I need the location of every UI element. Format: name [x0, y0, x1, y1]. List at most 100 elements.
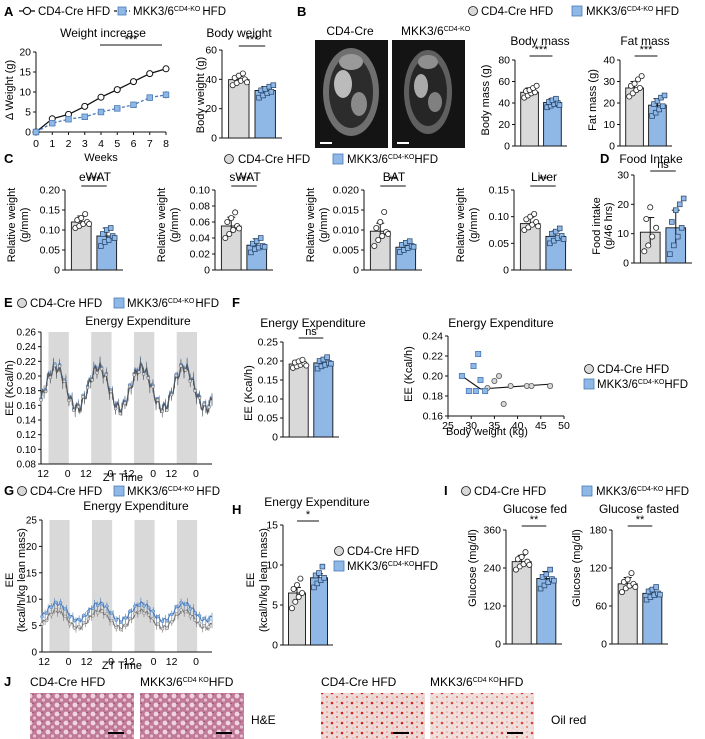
- barC0-point-ko: [111, 235, 118, 241]
- chart-a-xtick-label: 5: [114, 138, 120, 150]
- legend-c-ko-suffix: HFD: [414, 154, 438, 166]
- legend-a-ctrl: CD4-Cre HFD: [38, 6, 110, 18]
- svg-text:MKK3/6CD4-KOHFD: MKK3/6CD4-KOHFD: [596, 486, 689, 498]
- chartG-xtick-label: 12: [81, 656, 93, 668]
- mri-label-ko-sup: CD4-KO: [444, 26, 471, 33]
- barD-point-ctrl: [647, 204, 654, 211]
- barF-ytick-label: 0.10: [258, 394, 279, 406]
- barD-point-ko: [676, 201, 683, 208]
- svg-text:MKK3/6CD4-KO: MKK3/6CD4-KO: [401, 24, 471, 38]
- barC0-ytick-label: 0.20: [40, 185, 61, 197]
- barF-ytick-label: 0.15: [258, 375, 279, 387]
- barC0-point-ctrl: [86, 220, 93, 227]
- chartE-point-ctrl: [109, 389, 113, 394]
- barH-point-ctrl: [290, 586, 297, 593]
- svg-text:MKK3/6CD4-KOHFD: MKK3/6CD4-KOHFD: [133, 6, 226, 18]
- barH-point-ctrl: [297, 575, 304, 582]
- barC1-point-ko: [254, 238, 260, 244]
- barH-point-ctrl: [299, 590, 306, 597]
- j-label-ko-he-suffix: HFD: [209, 675, 234, 689]
- legend-h: CD4-Cre HFD MKK3/6CD4-KOHFD: [333, 546, 438, 573]
- barD-point-ko: [671, 242, 677, 249]
- barH-point-ko: [321, 575, 327, 581]
- barC0-ytick-label: 0: [54, 265, 60, 277]
- chartG-point-ko: [170, 612, 174, 617]
- barC3: 0 0.05 0.10 0.15 **: [489, 174, 572, 277]
- barC1-ytick-label: 0.10: [190, 185, 211, 197]
- chart-a-point-ctrl: [97, 93, 105, 101]
- chartE-point-ctrl: [137, 370, 141, 374]
- barIfed-bar-ctrl: [511, 561, 532, 645]
- barC1-point-ctrl: [224, 218, 231, 225]
- panel-letter-c: C: [4, 151, 14, 166]
- barBmass-sig: ***: [535, 44, 549, 56]
- chart-i-glucose-fasted: Glucose fasted Glucose (mg/dl) 0 60 120 180…: [571, 502, 679, 651]
- barC3-ytick-label: 0.05: [489, 238, 510, 250]
- legend-g-ko-suffix: HFD: [196, 486, 220, 498]
- barC2-ytick-label: 0.005: [333, 245, 359, 257]
- chart-a-point-ko: [81, 113, 88, 120]
- barA-point-ctrl: [239, 70, 246, 77]
- chart-c-ylabel1: Relative weight: [6, 188, 18, 263]
- chart-c-ylabel2: (g/mm): [318, 208, 330, 243]
- scatter-f-point-ko: [482, 387, 489, 394]
- chartG-xtick-label: 0: [108, 656, 114, 668]
- chartG-point-ctrl: [197, 621, 202, 625]
- chartE-ytick-label: 0.12: [17, 430, 37, 441]
- chartG-point-ctrl: [146, 613, 151, 617]
- barC1-ytick-label: 0.08: [190, 201, 211, 213]
- chartG-point-ko: [68, 615, 72, 619]
- chartG-point-ko: [81, 613, 86, 618]
- chartG-xtick-label: 12: [123, 656, 135, 668]
- chartE-point-ctrl: [132, 373, 137, 377]
- chartE-point-ctrl: [155, 398, 160, 402]
- barA-ytick-label: 40: [205, 74, 217, 86]
- scatter-f-point-ko: [475, 350, 482, 357]
- chartG-point-ctrl: [86, 617, 91, 621]
- panel-letter-g: G: [4, 483, 14, 498]
- legend-b-ko: MKK3/6: [586, 6, 627, 18]
- j-label-ctrl-oil: CD4-Cre HFD: [321, 675, 397, 689]
- barD-ytick-label: 10: [617, 228, 629, 240]
- legend-g-ko-sup: CD4-KO: [168, 486, 195, 493]
- barC0-point-ko: [105, 237, 112, 243]
- chart-c-title: sWAT: [229, 170, 261, 184]
- chart-a-xtick-label: 4: [98, 138, 104, 150]
- scatter-f-point-ko: [472, 387, 479, 394]
- scatter-f-xtick-label: 25: [442, 420, 454, 432]
- mri-label-ctrl: CD4-Cre: [326, 24, 374, 38]
- chartG-dark-phase: [49, 520, 70, 652]
- scatter-f-point-ctrl: [528, 382, 535, 389]
- legend-g: CD4-Cre HFD MKK3/6CD4-KO HFD: [17, 485, 220, 498]
- chartG-point-ctrl: [54, 608, 58, 612]
- barIfasted-point-ko: [657, 591, 663, 598]
- chart-i-fed-title: Glucose fed: [503, 502, 567, 516]
- chartG-point-ctrl: [72, 626, 77, 630]
- j-label-ko-oil-suffix: HFD: [499, 675, 524, 689]
- barC1: 0 0.02 0.04 0.06 0.08 0.10 ***: [190, 174, 273, 277]
- chartG-point-ctrl: [105, 611, 109, 616]
- barIfasted-point-ko: [653, 584, 659, 590]
- chartE-point-ctrl: [141, 372, 146, 376]
- chart-f-scatter-title: Energy Expenditure: [448, 316, 554, 330]
- chart-a-xtick-label: 2: [66, 138, 72, 150]
- chartE-point-ctrl: [95, 370, 99, 375]
- j-label-ko-oil-sup: CD4 KO: [473, 677, 500, 684]
- barH-point-ctrl: [293, 582, 300, 589]
- chart-a-weight-increase: Weight increase Δ Weight (g) Weeks *** 0…: [4, 26, 170, 164]
- chartE-dark-phase: [91, 332, 112, 464]
- barC3-point-ctrl: [535, 223, 542, 230]
- chart-a-xtick-label: 7: [147, 138, 153, 150]
- barC0-point-ctrl: [78, 214, 85, 221]
- chartG-point-ctrl: [95, 611, 100, 615]
- chartG-ytick-label: 20: [26, 542, 38, 553]
- chart-d-title: Food Intake: [619, 152, 683, 166]
- legend-c-ko: MKK3/6: [347, 154, 388, 166]
- barH-point-ctrl: [295, 594, 302, 601]
- chartG-point-ctrl: [170, 620, 174, 624]
- chart-f-bar-ylabel: EE (Kcal/h): [243, 365, 255, 421]
- barC1-ytick-label: 0.02: [190, 249, 211, 261]
- barIfed-point-ko: [543, 571, 550, 578]
- barIfed-point-ctrl: [512, 566, 519, 573]
